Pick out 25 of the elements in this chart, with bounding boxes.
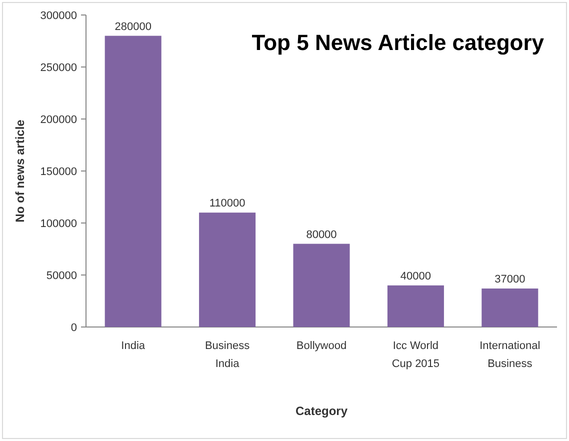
x-tick-label: Business India — [204, 340, 250, 370]
y-tick-label: 300000 — [40, 10, 77, 22]
y-tick-label: 150000 — [40, 166, 77, 178]
data-label: 280000 — [114, 20, 152, 33]
x-axis-title: Category — [295, 404, 348, 418]
data-label: 80000 — [306, 228, 337, 241]
x-tick-label: Icc World Cup 2015 — [392, 340, 440, 370]
text: Top 5 News Article category — [252, 30, 545, 55]
y-tick-label: 50000 — [46, 270, 77, 282]
y-tick-label: 200000 — [40, 114, 77, 126]
y-tick-label: 0 — [70, 322, 77, 334]
bar — [387, 285, 444, 327]
y-tick-label: 250000 — [40, 62, 77, 74]
data-label: 40000 — [400, 270, 431, 282]
bar — [293, 244, 350, 327]
bar — [199, 212, 256, 327]
data-label: 37000 — [494, 274, 526, 286]
bar — [482, 288, 538, 327]
data-label: 110000 — [209, 198, 246, 210]
x-tick-label: International Business — [480, 340, 540, 370]
x-tick-label: India — [121, 340, 146, 352]
y-tick-label: 100000 — [40, 218, 77, 230]
x-tick-label: Bollywood — [296, 340, 347, 352]
bar — [104, 36, 162, 327]
y-axis-title: No of news article — [13, 119, 27, 222]
